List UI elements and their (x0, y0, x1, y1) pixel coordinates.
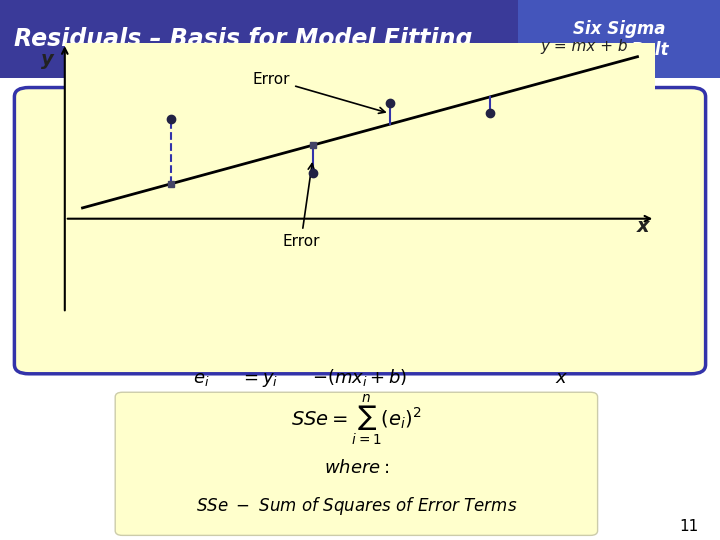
Text: x: x (637, 217, 649, 236)
Text: $where:$: $where:$ (324, 459, 389, 477)
Text: Six Sigma
Green Belt: Six Sigma Green Belt (570, 20, 669, 58)
Text: y = mx + b: y = mx + b (541, 39, 628, 55)
Text: $x$: $x$ (555, 369, 568, 387)
Text: Error: Error (253, 72, 385, 113)
Text: $- (mx_i+b)$: $- (mx_i+b)$ (312, 367, 408, 388)
Text: Residuals – Basis for Model Fitting: Residuals – Basis for Model Fitting (14, 27, 473, 51)
Text: $SSe = \sum_{i=1}^{n}(e_i)^2$: $SSe = \sum_{i=1}^{n}(e_i)^2$ (291, 393, 422, 448)
Text: $= y_i$: $= y_i$ (240, 371, 279, 389)
Text: Error: Error (282, 164, 320, 249)
Text: 11: 11 (679, 519, 698, 534)
Text: $SSe\ -\ Sum\ of\ Squares\ of\ Error\ Terms$: $SSe\ -\ Sum\ of\ Squares\ of\ Error\ Te… (196, 495, 517, 517)
Text: $e_i$: $e_i$ (194, 370, 210, 388)
Text: y: y (41, 50, 53, 69)
FancyBboxPatch shape (115, 392, 598, 535)
FancyBboxPatch shape (518, 0, 720, 78)
FancyBboxPatch shape (0, 0, 518, 78)
FancyBboxPatch shape (14, 87, 706, 374)
